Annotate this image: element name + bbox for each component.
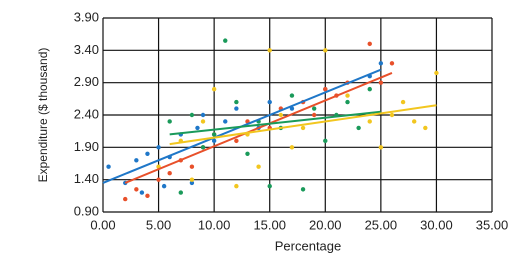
point	[434, 70, 439, 76]
point	[234, 106, 239, 111]
point	[389, 112, 395, 118]
point	[234, 183, 239, 189]
x-tick-label: 0.00	[90, 217, 115, 232]
point	[323, 138, 328, 144]
point	[367, 41, 372, 47]
x-tick-label: 20.00	[309, 217, 342, 232]
y-tick-label: 2.90	[74, 74, 99, 89]
point	[211, 86, 217, 92]
point	[323, 86, 328, 92]
point	[223, 38, 228, 43]
point	[139, 190, 145, 195]
point	[189, 180, 195, 186]
point	[200, 119, 206, 124]
point	[145, 193, 150, 199]
point	[345, 99, 350, 105]
point	[167, 171, 172, 176]
point	[311, 106, 317, 111]
point	[134, 158, 139, 163]
y-tick-label: 3.40	[74, 42, 99, 57]
point	[400, 99, 406, 105]
point	[195, 125, 200, 131]
point	[106, 164, 111, 169]
x-tick-label: 5.00	[146, 217, 171, 232]
trend-line	[124, 72, 393, 184]
x-tick-label: 30.00	[420, 217, 453, 232]
x-tick-label: 15.00	[253, 217, 286, 232]
point	[134, 187, 139, 192]
point	[367, 86, 372, 92]
y-tick-label: 0.90	[74, 203, 99, 218]
point	[200, 145, 206, 150]
point	[378, 80, 384, 85]
point	[389, 61, 395, 66]
point	[234, 138, 239, 144]
point	[267, 99, 272, 105]
point	[189, 177, 195, 182]
point	[211, 132, 217, 137]
y-axis-label: Expenditure ($ thousand)	[36, 48, 50, 183]
point	[156, 177, 161, 182]
point	[234, 99, 239, 105]
point	[300, 125, 306, 131]
point	[123, 196, 128, 202]
y-tick-label: 1.90	[74, 139, 99, 154]
point	[423, 125, 428, 131]
trend-line	[169, 104, 437, 146]
point	[267, 48, 272, 53]
point	[245, 151, 250, 156]
point	[356, 125, 361, 131]
trend-line	[169, 110, 381, 136]
x-tick-label: 25.00	[365, 217, 398, 232]
y-tick-label: 3.90	[74, 9, 99, 24]
point	[178, 190, 183, 195]
point	[267, 183, 272, 189]
point	[311, 112, 317, 118]
point	[289, 145, 295, 150]
point	[189, 164, 195, 169]
point	[167, 119, 172, 124]
point	[211, 138, 217, 144]
x-tick-label: 35.00	[476, 217, 509, 232]
point	[300, 187, 306, 192]
point	[156, 145, 161, 150]
point	[412, 119, 417, 124]
point	[200, 112, 206, 118]
point	[189, 112, 195, 118]
point	[367, 119, 372, 124]
x-tick-label: 10.00	[198, 217, 231, 232]
y-tick-label: 2.40	[74, 106, 99, 121]
point	[223, 119, 228, 124]
point	[345, 93, 350, 98]
x-axis-label: Percentage	[275, 238, 342, 253]
point	[378, 61, 384, 66]
point	[323, 48, 328, 53]
y-tick-label: 1.40	[74, 171, 99, 186]
point	[278, 112, 284, 118]
point	[161, 183, 167, 189]
point	[145, 151, 150, 156]
point	[256, 164, 261, 169]
point	[289, 93, 295, 98]
point	[378, 145, 384, 150]
